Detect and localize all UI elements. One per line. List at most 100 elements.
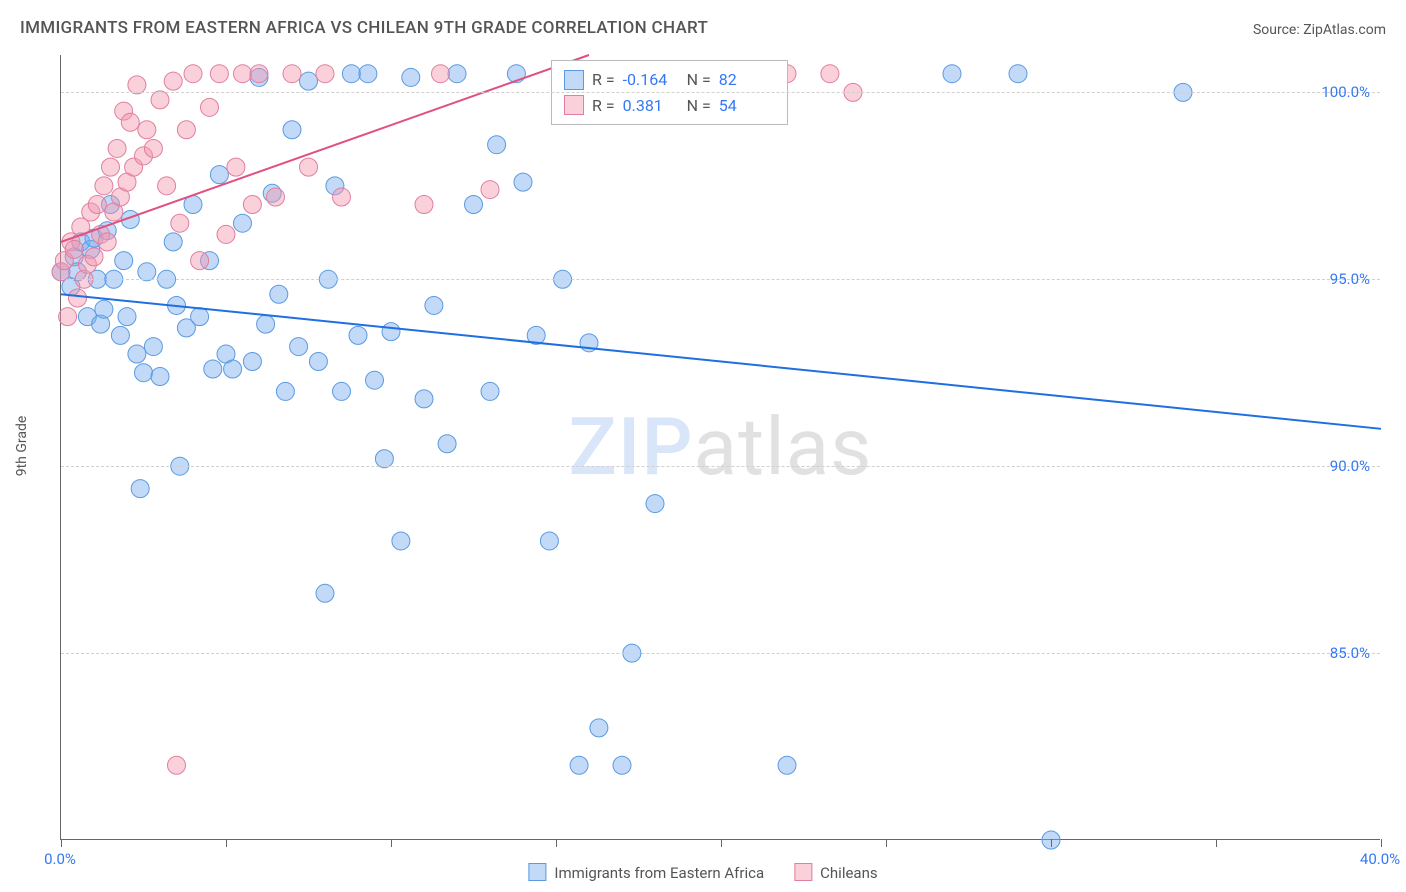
scatter-point <box>465 196 483 214</box>
scatter-point <box>481 382 499 400</box>
scatter-point <box>316 65 334 83</box>
scatter-point <box>250 65 268 83</box>
n-value: 54 <box>719 93 775 119</box>
scatter-point <box>270 285 288 303</box>
series-swatch <box>564 95 584 115</box>
r-value: -0.164 <box>623 67 679 93</box>
scatter-point <box>85 248 103 266</box>
scatter-point <box>349 326 367 344</box>
scatter-point <box>1009 65 1027 83</box>
scatter-point <box>168 756 186 774</box>
source-name: ZipAtlas.com <box>1303 22 1386 38</box>
xtick <box>391 839 392 847</box>
legend-item: Immigrants from Eastern Africa <box>528 863 764 882</box>
xtick <box>721 839 722 847</box>
scatter-point <box>570 756 588 774</box>
chart-title: IMMIGRANTS FROM EASTERN AFRICA VS CHILEA… <box>20 18 708 38</box>
scatter-point <box>128 76 146 94</box>
scatter-point <box>540 532 558 550</box>
scatter-point <box>382 323 400 341</box>
scatter-point <box>144 338 162 356</box>
scatter-point <box>227 158 245 176</box>
scatter-point <box>821 65 839 83</box>
scatter-point <box>115 252 133 270</box>
scatter-point <box>276 382 294 400</box>
chart-container: IMMIGRANTS FROM EASTERN AFRICA VS CHILEA… <box>0 0 1406 892</box>
scatter-point <box>300 72 318 90</box>
scatter-point <box>88 196 106 214</box>
gridline-h <box>61 653 1380 654</box>
scatter-point <box>359 65 377 83</box>
source-citation: Source: ZipAtlas.com <box>1253 22 1386 38</box>
scatter-point <box>333 382 351 400</box>
legend-swatch <box>794 863 812 881</box>
scatter-point <box>481 181 499 199</box>
scatter-point <box>943 65 961 83</box>
scatter-point <box>151 91 169 109</box>
legend-item: Chileans <box>794 863 877 882</box>
scatter-point <box>415 390 433 408</box>
xtick <box>1216 839 1217 847</box>
scatter-point <box>309 353 327 371</box>
scatter-point <box>243 353 261 371</box>
scatter-point <box>135 364 153 382</box>
xtick <box>1051 839 1052 847</box>
scatter-point <box>283 121 301 139</box>
scatter-point <box>778 756 796 774</box>
n-value: 82 <box>719 67 775 93</box>
scatter-point <box>177 121 195 139</box>
scatter-point <box>191 252 209 270</box>
r-label: R = <box>592 67 615 93</box>
scatter-point <box>283 65 301 83</box>
legend-bottom: Immigrants from Eastern Africa Chileans <box>528 863 877 882</box>
legend-swatch <box>528 863 546 881</box>
scatter-point <box>184 65 202 83</box>
scatter-point <box>290 338 308 356</box>
stats-row: R =0.381N =54 <box>564 93 775 119</box>
legend-label: Immigrants from Eastern Africa <box>554 864 764 882</box>
scatter-point <box>204 360 222 378</box>
xtick <box>1381 839 1382 847</box>
scatter-point <box>613 756 631 774</box>
scatter-point <box>131 480 149 498</box>
scatter-point <box>217 225 235 243</box>
ytick-label: 95.0% <box>1330 270 1370 288</box>
scatter-point <box>108 139 126 157</box>
scatter-point <box>138 263 156 281</box>
gridline-h <box>61 92 1380 93</box>
y-axis-label: 9th Grade <box>14 416 30 477</box>
xtick <box>556 839 557 847</box>
scatter-point <box>164 233 182 251</box>
xtick <box>226 839 227 847</box>
ytick-label: 85.0% <box>1330 644 1370 662</box>
scatter-point <box>316 584 334 602</box>
gridline-h <box>61 466 1380 467</box>
scatter-point <box>300 158 318 176</box>
scatter-point <box>432 65 450 83</box>
scatter-point <box>158 177 176 195</box>
gridline-h <box>61 279 1380 280</box>
scatter-point <box>210 166 228 184</box>
scatter-point <box>164 72 182 90</box>
ytick-label: 100.0% <box>1321 83 1370 101</box>
n-label: N = <box>687 93 711 119</box>
scatter-point <box>267 188 285 206</box>
scatter-point <box>590 719 608 737</box>
xtick <box>61 839 62 847</box>
xtick <box>886 839 887 847</box>
scatter-point <box>646 495 664 513</box>
ytick-label: 90.0% <box>1330 457 1370 475</box>
scatter-point <box>98 233 116 251</box>
stats-row: R =-0.164N =82 <box>564 67 775 93</box>
legend-label: Chileans <box>820 864 877 882</box>
scatter-point <box>59 308 77 326</box>
scatter-point <box>171 214 189 232</box>
scatter-point <box>366 371 384 389</box>
scatter-point <box>102 158 120 176</box>
xtick-label: 0.0% <box>44 850 76 868</box>
scatter-point <box>243 196 261 214</box>
scatter-point <box>415 196 433 214</box>
scatter-point <box>234 65 252 83</box>
scatter-point <box>144 139 162 157</box>
scatter-point <box>95 177 113 195</box>
